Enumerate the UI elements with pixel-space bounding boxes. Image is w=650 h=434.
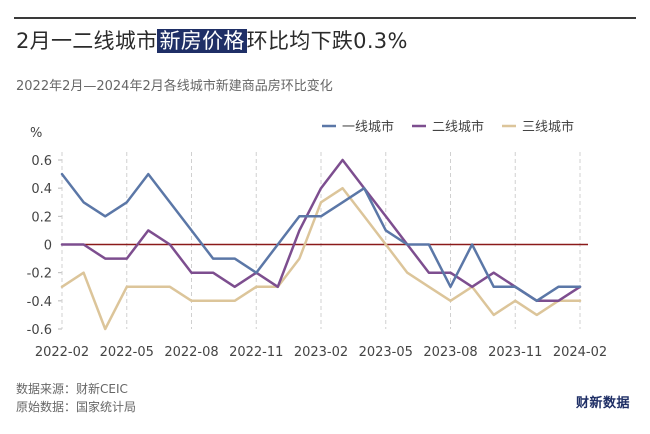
title-after: 环比均下跌0.3% [246, 29, 408, 53]
y-axis-unit-label: % [30, 126, 42, 141]
raw-data-source: 原始数据：国家统计局 [16, 400, 137, 414]
legend-tier2-label: 二线城市 [432, 119, 484, 135]
legend-tier3-label: 三线城市 [522, 119, 574, 135]
x-tick-label: 2022-02 [35, 345, 89, 360]
x-tick-label: 2023-08 [423, 345, 477, 360]
x-tick-label: 2022-05 [100, 345, 154, 360]
y-tick-label: 0.6 [31, 154, 52, 169]
data-source: 数据来源：财新CEIC [16, 382, 128, 396]
y-tick-label: -0.4 [27, 295, 52, 310]
chart-title: 2月一二线城市新房价格环比均下跌0.3% [16, 25, 408, 55]
y-tick-label: -0.2 [27, 267, 52, 282]
top-rule [14, 17, 636, 19]
x-tick-label: 2022-08 [164, 345, 218, 360]
brand-logo: 财新数据 [575, 396, 630, 411]
title-before: 2月一二线城市 [16, 29, 158, 53]
series-line-tier1 [60, 172, 582, 303]
title-highlight: 新房价格 [157, 29, 247, 53]
series-line-tier2 [60, 158, 582, 303]
x-tick-label: 2023-11 [488, 345, 542, 360]
chart-subtitle: 2022年2月—2024年2月各线城市新建商品房环比变化 [16, 79, 333, 94]
x-tick-label: 2024-02 [553, 345, 607, 360]
y-tick-label: 0.2 [31, 210, 52, 225]
series-line-tier3 [60, 186, 582, 331]
x-tick-label: 2023-05 [359, 345, 413, 360]
y-tick-label: 0.4 [31, 182, 52, 197]
y-tick-label: 0 [44, 239, 52, 254]
x-tick-label: 2023-02 [294, 345, 348, 360]
y-tick-label: -0.6 [27, 323, 52, 338]
x-tick-label: 2022-11 [229, 345, 283, 360]
legend-tier1-label: 一线城市 [342, 119, 394, 135]
